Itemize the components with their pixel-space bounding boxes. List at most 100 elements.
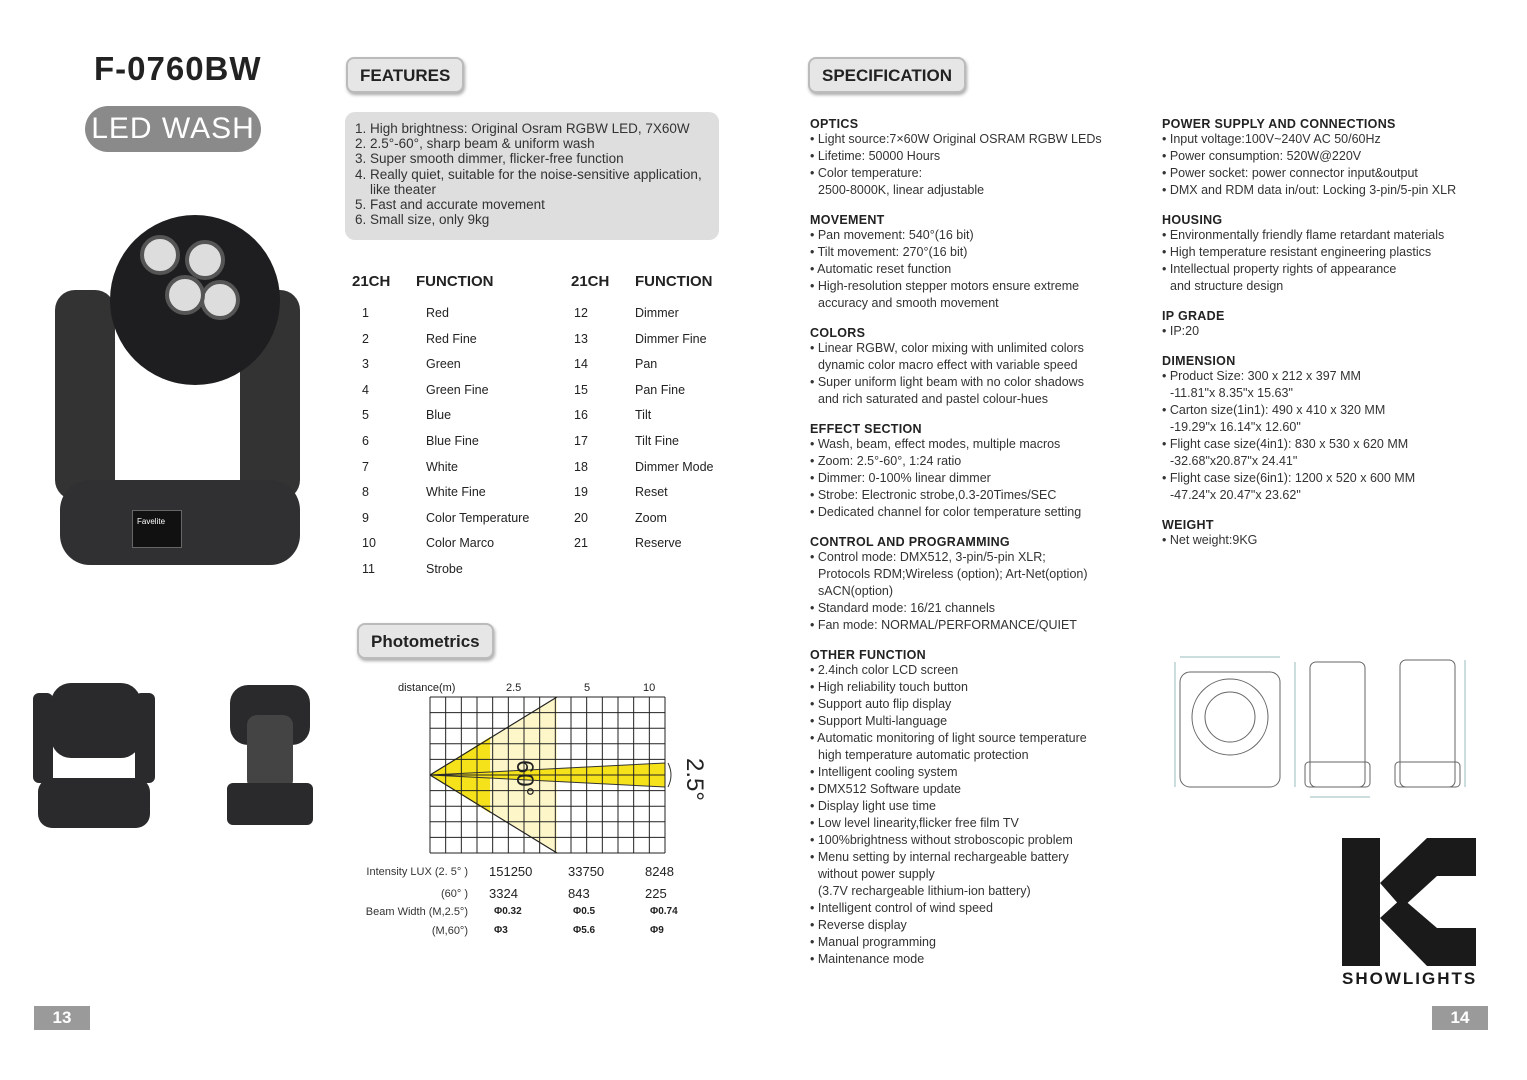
channel-function: Pan Fine	[635, 382, 686, 397]
spec-item: • Strobe: Electronic strobe,0.3-20Times/…	[810, 488, 1057, 502]
beam-diagram	[429, 696, 672, 854]
spec-item: • Intelligent control of wind speed	[810, 901, 993, 915]
photometric-row-label: Intensity LUX (2. 5° )	[366, 866, 468, 878]
photometric-value: 8248	[645, 864, 674, 879]
spec-item: high temperature automatic protection	[818, 748, 1029, 762]
spec-section-title: HOUSING	[1162, 213, 1223, 227]
photometric-value: 33750	[568, 864, 605, 879]
spec-item: • Menu setting by internal rechargeable …	[810, 850, 1069, 864]
feature-item: 3. Super smooth dimmer, flicker-free fun…	[355, 151, 624, 167]
photometric-row-label: Beam Width (M,2.5°)	[365, 906, 468, 918]
channel-number: 10	[362, 536, 376, 551]
channel-number: 16	[574, 408, 588, 423]
photometric-row-label: (M,60°)	[431, 925, 468, 937]
spec-item: without power supply	[818, 867, 935, 881]
beam-60-edge	[429, 696, 558, 776]
spec-item: • Wash, beam, effect modes, multiple mac…	[810, 437, 1061, 451]
spec-item: -19.29"x 16.14"x 12.60"	[1170, 420, 1301, 434]
channel-function: Pan	[635, 357, 658, 372]
spec-item: • 100%brightness without stroboscopic pr…	[810, 833, 1073, 847]
spec-column-1: OPTICS • Light source:7×60W Original OSRA…	[810, 117, 1140, 968]
page-number-left: 13	[34, 1006, 90, 1030]
channel-function: Dimmer	[635, 306, 679, 320]
spec-item: • Product Size: 300 x 212 x 397 MM	[1162, 369, 1361, 383]
spec-item: • DMX512 Software update	[810, 782, 961, 796]
product-type-badge: LED WASH	[85, 106, 261, 152]
angle-label-60: 60°	[511, 760, 538, 797]
channel-function: Green	[426, 357, 461, 372]
features-list: 1. High brightness: Original Osram RGBW …	[345, 112, 719, 240]
photometric-value: Φ0.74	[650, 906, 678, 917]
channel-function: Reset	[635, 485, 668, 500]
features-heading: FEATURES	[346, 57, 465, 93]
distance-tick: 10	[643, 682, 656, 694]
channel-number: 4	[362, 382, 369, 397]
device-screen: Favelite	[132, 510, 182, 548]
spec-item: • Low level linearity,flicker free film …	[810, 816, 1019, 830]
photometric-value: 843	[568, 886, 590, 901]
spec-item: • Manual programming	[810, 935, 936, 949]
channel-function: Tilt Fine	[635, 434, 679, 448]
product-image-side	[225, 685, 315, 840]
distance-tick: 5	[584, 682, 591, 694]
channel-number: 5	[362, 408, 369, 423]
spec-item: • Support auto flip display	[810, 697, 952, 711]
specification-heading: SPECIFICATION	[808, 57, 967, 93]
function-header: FUNCTION	[416, 273, 494, 290]
photometric-value: 151250	[489, 864, 533, 879]
kc-showlights-logo: SHOWLIGHTS	[1342, 838, 1476, 988]
spec-item: • High temperature resistant engineering…	[1162, 245, 1432, 259]
channel-number: 17	[574, 434, 588, 448]
channel-number: 21	[574, 536, 588, 551]
channel-function: Tilt	[635, 408, 652, 423]
beam-60-edge	[429, 774, 558, 854]
channel-function: Dimmer Fine	[635, 331, 707, 346]
channel-function: Reserve	[635, 536, 682, 551]
device-brand: Favelite	[137, 517, 166, 526]
spec-section-title: CONTROL AND PROGRAMMING	[810, 535, 1010, 549]
distance-tick: 2.5	[506, 682, 522, 694]
spec-item: sACN(option)	[818, 584, 894, 598]
spec-section-title: EFFECT SECTION	[810, 422, 922, 436]
spec-item: Protocols RDM;Wireless (option); Art-Net…	[818, 567, 1088, 581]
spec-item: • Lifetime: 50000 Hours	[810, 149, 941, 163]
page-number-right: 14	[1432, 1006, 1488, 1030]
spec-item: -11.81"x 8.35"x 15.63"	[1170, 386, 1293, 400]
spec-item: • Display light use time	[810, 799, 936, 813]
channel-function: Green Fine	[426, 382, 489, 397]
channel-number: 13	[574, 331, 588, 346]
spec-item: • DMX and RDM data in/out: Locking 3-pin…	[1162, 183, 1457, 197]
channel-number: 19	[574, 485, 588, 500]
spec-item: • Maintenance mode	[810, 952, 925, 966]
spec-item: • High-resolution stepper motors ensure …	[810, 279, 1080, 293]
logo-text: SHOWLIGHTS	[1342, 969, 1476, 988]
spec-item: • Intellectual property rights of appear…	[1162, 262, 1397, 276]
spec-item: • Power consumption: 520W@220V	[1162, 149, 1362, 163]
spec-section-title: DIMENSION	[1162, 354, 1236, 368]
spec-item: -47.24"x 20.47"x 23.62"	[1170, 488, 1301, 502]
feature-item: 5. Fast and accurate movement	[355, 197, 545, 213]
feature-item: 4. Really quiet, suitable for the noise-…	[355, 166, 702, 197]
dimension-drawings	[1174, 656, 1466, 798]
channel-number: 1	[362, 306, 369, 320]
spec-item: • Fan mode: NORMAL/PERFORMANCE/QUIET	[810, 618, 1077, 632]
channel-number: 6	[362, 434, 369, 448]
channel-function: Blue Fine	[426, 434, 479, 448]
spec-item: • Tilt movement: 270°(16 bit)	[810, 245, 968, 259]
spec-item: (3.7V rechargeable lithium-ion battery)	[818, 884, 1031, 898]
spec-section-title: WEIGHT	[1162, 518, 1214, 532]
spec-section-title: MOVEMENT	[810, 213, 885, 227]
photometric-row-label: (60° )	[440, 888, 468, 900]
channel-function: White Fine	[426, 485, 486, 500]
channel-function: Red	[426, 306, 449, 320]
function-header: FUNCTION	[635, 273, 713, 290]
photometric-value: Φ5.6	[573, 925, 596, 936]
spec-item: • Input voltage:100V~240V AC 50/60Hz	[1162, 132, 1381, 146]
angle-arc	[667, 762, 672, 788]
spec-item: • Automatic reset function	[810, 262, 952, 276]
channel-function: Strobe	[426, 562, 463, 576]
channel-function: Blue	[426, 408, 452, 423]
spec-item: • Reverse display	[810, 918, 907, 932]
channel-function: White	[426, 459, 458, 474]
spec-item: • Flight case size(6in1): 1200 x 520 x 6…	[1162, 471, 1416, 485]
